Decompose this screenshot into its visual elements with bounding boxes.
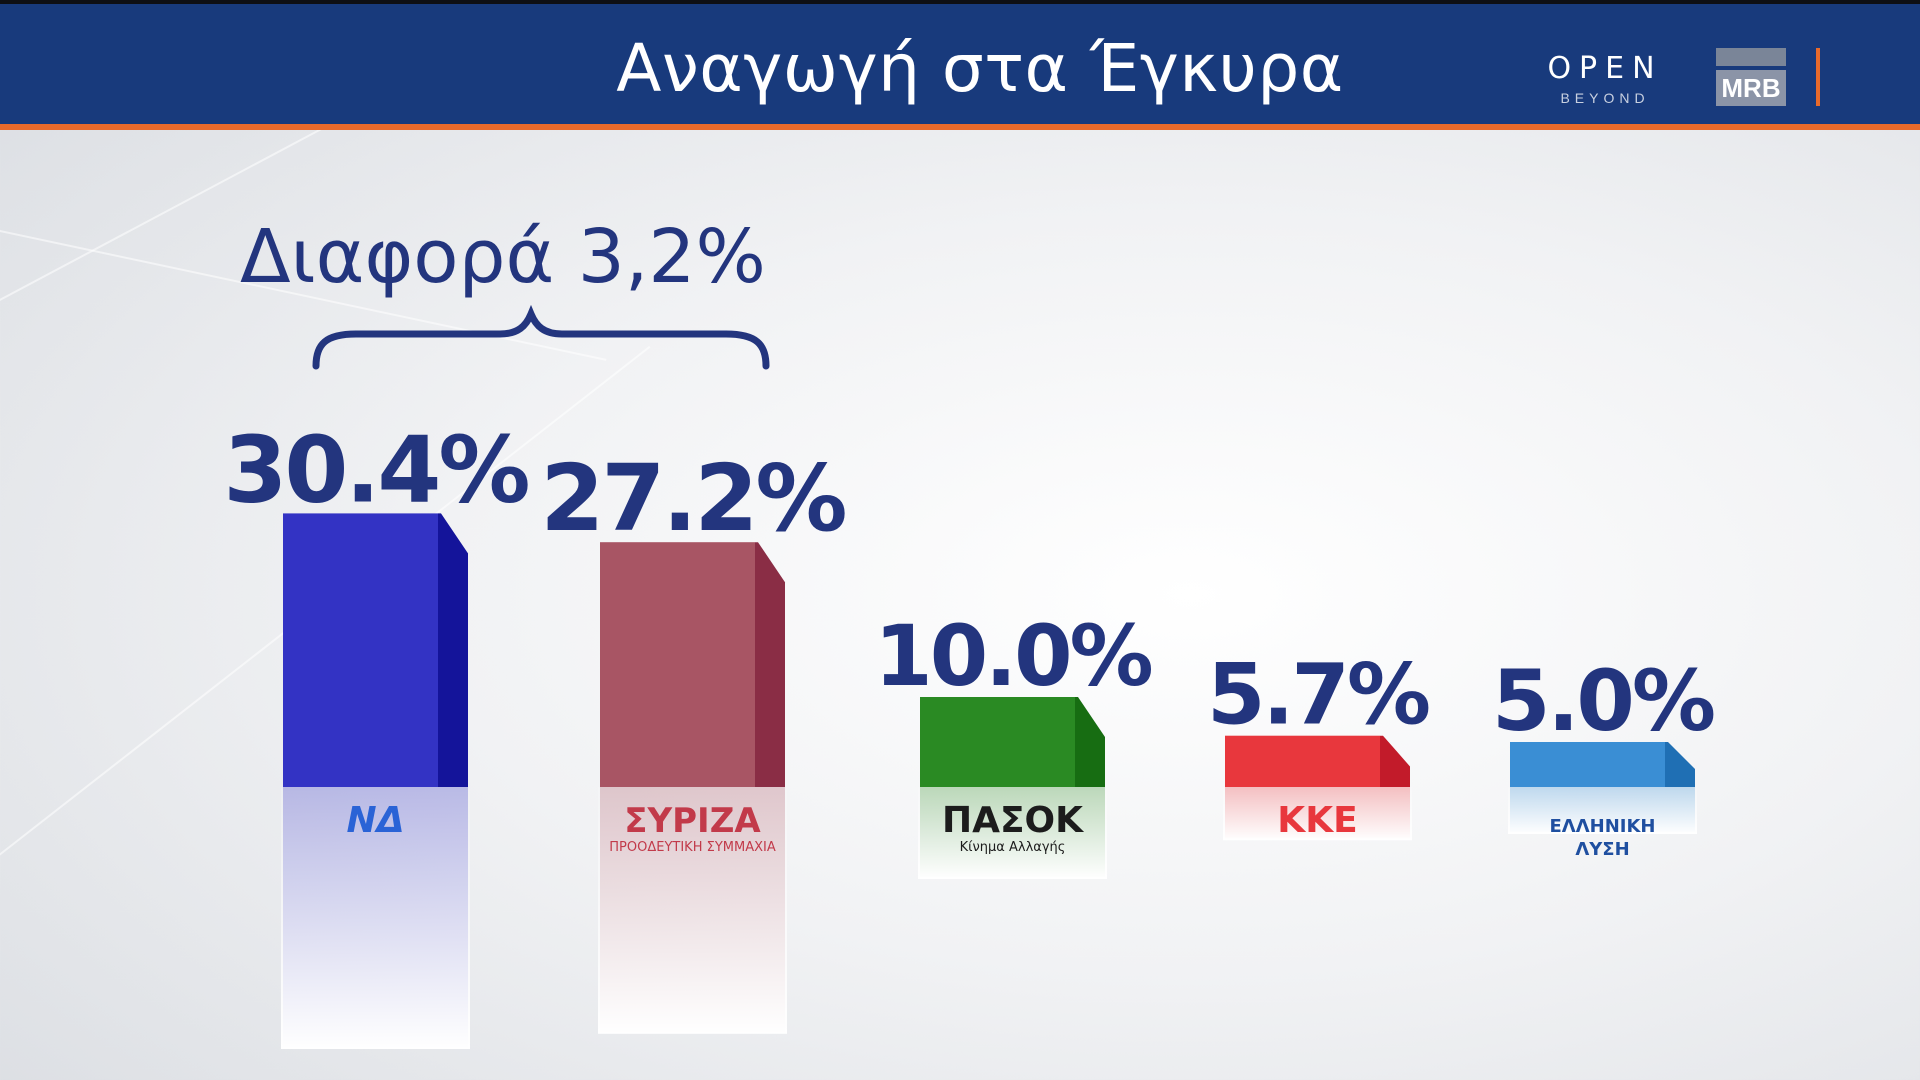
bar-reflections [281,787,1697,1049]
value-label: 5.7% [1207,646,1429,744]
bar [283,513,438,787]
value-label: 10.0% [874,607,1151,705]
difference-brace [312,304,770,370]
bar [1225,735,1380,787]
mrb-logo-stripe [1716,48,1786,66]
open-logo-subtitle: BEYOND [1560,90,1650,106]
mrb-logo: MRB [1716,48,1786,106]
bar-side [755,542,785,787]
value-label: 5.0% [1492,652,1714,750]
value-label: 30.4% [223,416,528,523]
difference-annotation: Διαφορά 3,2% [240,214,766,300]
bar-reflection-fade [598,787,787,1034]
header-divider [1816,48,1820,106]
bars-group [283,513,1695,787]
bar-side [1665,742,1695,787]
page-title: Αναγωγή στα Έγκυρα [616,30,1344,107]
value-labels-group: 30.4% 27.2% 10.0% 5.7% 5.0% [223,416,1716,750]
bar-side [1075,697,1105,787]
party-logo-text: ΠΑΣΟΚ [942,800,1084,841]
party-logo-subtext: ΛΥΣΗ [1575,839,1629,860]
party-logo-subtext: ΠΡΟΟΔΕΥΤΙΚΗ ΣΥΜΜΑΧΙΑ [609,840,776,855]
party-logo-text: ΕΛΛΗΝΙΚΗ [1550,816,1656,837]
header-band: Αναγωγή στα Έγκυρα OPEN BEYOND MRB [0,0,1920,124]
bar-side [1380,735,1410,787]
bar [1510,742,1665,787]
header-accent-line [0,124,1920,130]
value-label: 27.2% [540,445,845,552]
bar-reflection-fade [281,787,470,1049]
open-logo-wordmark: OPEN [1547,51,1663,86]
bar [600,542,755,787]
party-logo-subtext: Κίνημα Αλλαγής [960,840,1066,855]
bar-side [438,513,468,787]
party-logo-text: ΝΔ [347,800,405,841]
open-channel-logo: OPEN BEYOND [1540,52,1680,112]
bar-reflection-fade [1223,787,1412,841]
poll-bar-chart: 30.4% 27.2% 10.0% 5.7% 5.0% ΝΔ ΣΥΡΙΖΑ ΠΡΟΟΔΕΥΤ… [0,130,1920,1080]
bar-reflection-fade [1508,787,1697,834]
party-logo-text: ΚΚΕ [1277,800,1357,841]
bar-reflection-fade [918,787,1107,879]
bar [920,697,1075,787]
chart-canvas: 30.4% 27.2% 10.0% 5.7% 5.0% ΝΔ ΣΥΡΙΖΑΠΡΟΟΔΕΥΤ… [223,304,1717,1049]
mrb-logo-text: MRB [1716,70,1786,106]
party-logo-text: ΣΥΡΙΖΑ [624,801,761,841]
